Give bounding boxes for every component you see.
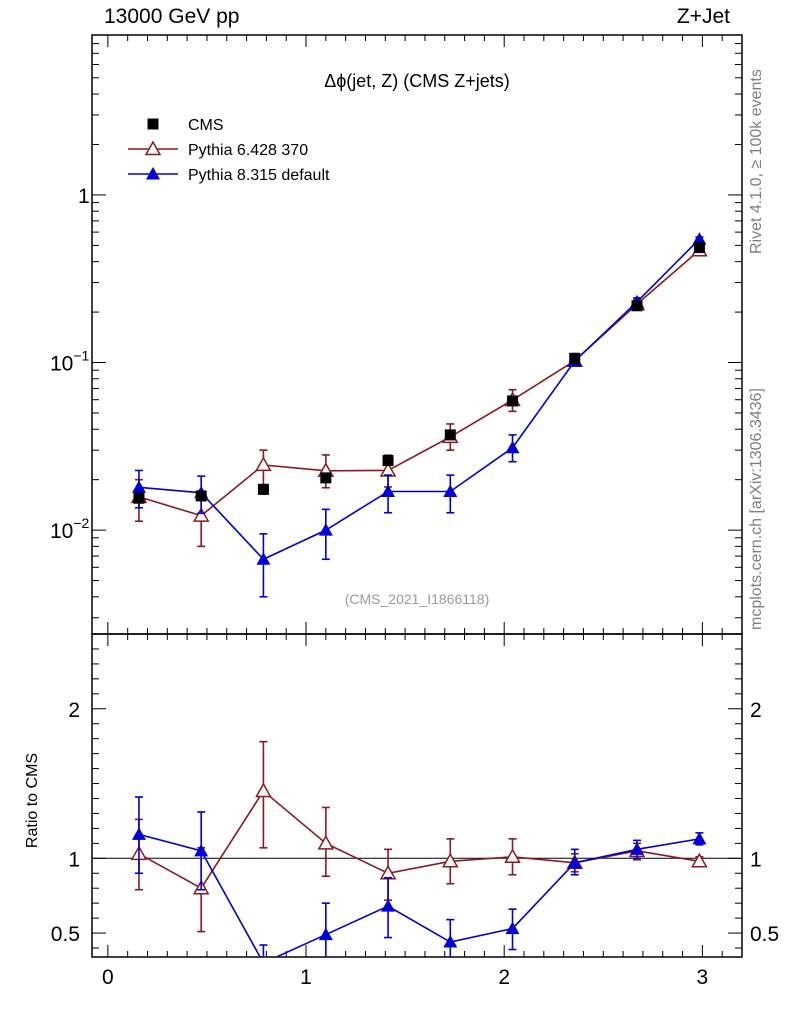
ratio-pythia6-marker	[442, 852, 459, 868]
main-pythia8-line	[138, 238, 700, 561]
main-y-tick-exponent: −1	[73, 348, 89, 364]
main-pythia8-marker	[692, 232, 707, 245]
ratio-pythia8-marker	[692, 831, 707, 845]
main-cms-data-marker	[257, 483, 269, 495]
main-cms-data-marker	[382, 455, 394, 467]
header-analysis-label: Z+Jet	[676, 5, 730, 28]
x-tick-label: 2	[498, 966, 510, 989]
ratio-pythia8-line	[138, 833, 700, 957]
main-pythia8-series	[131, 232, 707, 598]
ratio-pythia6-series	[130, 740, 708, 933]
main-y-tick-label: 1	[78, 185, 90, 208]
main-pythia8-marker	[505, 440, 520, 454]
x-tick-label: 1	[300, 966, 312, 989]
ratio-pythia8-marker	[443, 935, 458, 948]
main-pythia8-marker	[318, 523, 333, 536]
legend-label: Pythia 6.428 370	[188, 142, 308, 159]
legend-marker	[144, 140, 162, 156]
ratio-pythia8-series	[131, 796, 707, 957]
main-cms-data-marker	[507, 395, 519, 407]
main-y-tick-label: 10−1	[50, 348, 90, 376]
main-pythia8-marker	[131, 480, 146, 493]
ratio-pythia6-line	[138, 789, 700, 890]
main-cms-data-series	[133, 242, 705, 504]
main-cms-data-marker	[631, 300, 643, 312]
main-pythia6-marker	[192, 507, 210, 522]
ratio-y-tick-label-left: 1	[68, 848, 80, 871]
main-cms-data-marker	[693, 242, 705, 254]
ratio-pythia8-marker	[567, 855, 582, 869]
ratio-y-tick-label-left: 2	[68, 699, 80, 722]
ratio-y-tick-label-right: 1	[750, 848, 762, 871]
ratio-y-tick-label-left: 0.5	[51, 923, 80, 946]
ratio-pythia6-marker	[691, 852, 708, 868]
ratio-pythia6-marker	[255, 782, 272, 798]
main-y-tick-label: 10−2	[50, 515, 90, 543]
main-pythia6-series	[130, 241, 708, 548]
ratio-y-axis-label: Ratio to CMS	[24, 753, 41, 848]
ratio-pythia8-marker	[629, 842, 644, 855]
axis-ticks	[92, 34, 743, 957]
main-cms-data-marker	[195, 490, 207, 502]
legend-label: Pythia 8.315 default	[188, 167, 330, 184]
main-pythia8-marker	[381, 484, 396, 498]
main-y-tick-exponent: −2	[73, 515, 89, 531]
main-cms-data-marker	[444, 429, 456, 441]
main-pythia6-marker	[255, 456, 272, 472]
main-cms-data-marker	[133, 492, 145, 504]
x-tick-label: 3	[697, 966, 709, 989]
header-process-label: 13000 GeV pp	[104, 5, 240, 28]
main-pythia6-line	[138, 249, 700, 517]
ratio-pythia8-marker	[381, 899, 396, 912]
ratio-pythia8-marker	[318, 927, 333, 941]
main-cms-data-marker	[569, 352, 581, 364]
main-cms-data-marker	[320, 472, 332, 484]
ratio-y-tick-label-right: 0.5	[750, 923, 779, 946]
legend-marker	[146, 167, 160, 180]
ratio-pythia8-marker	[194, 843, 209, 857]
main-plot-title: Δϕ(jet, Z) (CMS Z+jets)	[324, 71, 510, 91]
ratio-pythia6-marker	[317, 834, 335, 850]
ratio-pythia6-marker	[504, 848, 521, 864]
ratio-plot-frame	[91, 633, 743, 958]
analysis-watermark: (CMS_2021_I1866118)	[345, 591, 490, 607]
ratio-y-tick-label-right: 2	[750, 699, 762, 722]
legend-label: CMS	[188, 117, 224, 134]
x-tick-label: 0	[102, 966, 114, 989]
legend-marker	[147, 118, 159, 130]
main-pythia8-marker	[443, 484, 458, 498]
ratio-pythia8-marker	[262, 955, 264, 957]
legend: CMS Pythia 6.428 370 Pythia 8.315 default	[128, 117, 330, 184]
ratio-pythia8-marker	[505, 921, 520, 935]
main-pythia8-marker	[256, 552, 271, 565]
ratio-pythia8-marker	[131, 827, 146, 840]
